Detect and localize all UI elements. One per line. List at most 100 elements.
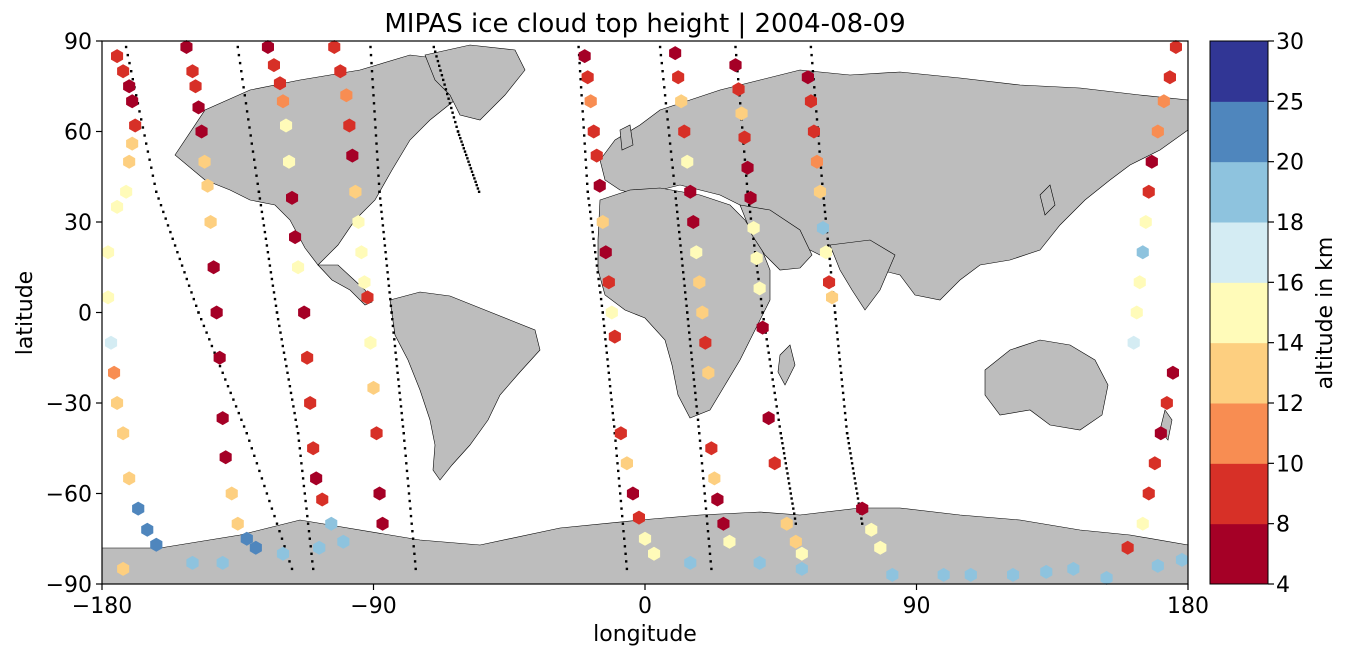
track-dot bbox=[580, 94, 583, 97]
track-dot bbox=[672, 174, 675, 177]
track-dot bbox=[380, 210, 383, 214]
track-dot bbox=[296, 432, 300, 435]
x-tick-label: 180 bbox=[1167, 594, 1209, 619]
track-dot bbox=[793, 512, 796, 515]
track-dot bbox=[842, 398, 845, 401]
track-dot bbox=[792, 507, 795, 510]
track-dot bbox=[281, 344, 284, 348]
scatter-point bbox=[126, 136, 139, 151]
scatter-point bbox=[117, 426, 130, 441]
x-axis-label: longitude bbox=[593, 622, 697, 647]
track-dot bbox=[146, 150, 150, 153]
track-dot bbox=[229, 391, 232, 395]
track-dot bbox=[257, 190, 261, 193]
scatter-point bbox=[117, 561, 130, 576]
colorbar-segment bbox=[1210, 222, 1268, 283]
track-dot bbox=[815, 118, 819, 121]
track-dot bbox=[264, 237, 268, 240]
track-dot bbox=[254, 166, 257, 169]
track-dot bbox=[440, 74, 444, 77]
track-dot bbox=[736, 70, 739, 73]
track-dot bbox=[180, 264, 184, 267]
scatter-point bbox=[289, 230, 302, 245]
track-dot bbox=[755, 264, 758, 267]
track-dot bbox=[410, 522, 413, 525]
track-dot bbox=[618, 484, 621, 488]
track-dot bbox=[399, 405, 403, 408]
track-dot bbox=[381, 217, 384, 220]
track-dot bbox=[472, 173, 475, 177]
track-dot bbox=[705, 514, 708, 518]
track-dot bbox=[790, 497, 793, 500]
track-dot bbox=[583, 134, 586, 137]
track-dot bbox=[686, 311, 689, 314]
colorbar-segment bbox=[1210, 101, 1268, 163]
chart-title: MIPAS ice cloud top height | 2004-08-09 bbox=[384, 9, 905, 39]
track-dot bbox=[461, 143, 464, 147]
scatter-point bbox=[762, 411, 775, 426]
scatter-point bbox=[699, 335, 712, 350]
land-africa bbox=[597, 187, 771, 419]
scatter-point bbox=[684, 555, 697, 570]
track-dot bbox=[444, 88, 448, 91]
track-dot bbox=[846, 437, 850, 440]
track-dot bbox=[131, 78, 134, 81]
scatter-point bbox=[753, 281, 766, 296]
scatter-point bbox=[111, 49, 124, 64]
track-dot bbox=[700, 462, 704, 465]
scatter-point bbox=[367, 380, 380, 395]
track-dot bbox=[849, 452, 852, 455]
track-dot bbox=[607, 371, 610, 374]
track-dot bbox=[741, 126, 744, 129]
track-dot bbox=[412, 545, 415, 548]
track-dot bbox=[259, 204, 263, 207]
track-dot bbox=[692, 378, 696, 381]
scatter-point bbox=[283, 154, 296, 169]
track-dot bbox=[675, 204, 678, 207]
track-dot bbox=[475, 183, 478, 187]
track-dot bbox=[385, 264, 389, 267]
scatter-point bbox=[648, 546, 661, 561]
track-dot bbox=[787, 482, 791, 485]
track-dot bbox=[820, 174, 823, 177]
scatter-point bbox=[108, 365, 121, 380]
track-dot bbox=[706, 530, 710, 533]
scatter-point bbox=[286, 190, 299, 205]
track-dot bbox=[250, 447, 253, 450]
scatter-point bbox=[886, 567, 899, 582]
track-dot bbox=[689, 344, 692, 348]
scatter-point bbox=[795, 561, 808, 576]
track-dot bbox=[604, 344, 608, 348]
track-dot bbox=[409, 514, 413, 518]
scatter-point bbox=[1151, 124, 1164, 139]
scatter-point bbox=[123, 471, 136, 486]
track-dot bbox=[432, 45, 435, 49]
track-dot bbox=[153, 182, 156, 185]
colorbar-tick-label: 10 bbox=[1276, 452, 1304, 477]
track-dot bbox=[679, 244, 682, 247]
track-dot bbox=[739, 102, 742, 105]
track-dot bbox=[164, 217, 167, 220]
land-greenland bbox=[424, 44, 526, 121]
y-tick-label: −90 bbox=[46, 573, 92, 598]
scatter-point bbox=[678, 124, 691, 139]
track-dot bbox=[608, 378, 611, 381]
track-dot bbox=[299, 454, 302, 457]
track-dot bbox=[385, 257, 388, 261]
scatter-point bbox=[1127, 335, 1140, 350]
track-dot bbox=[414, 567, 417, 571]
scatter-point bbox=[225, 486, 238, 501]
track-dot bbox=[704, 507, 708, 510]
scatter-point bbox=[276, 94, 290, 109]
scatter-point bbox=[1151, 558, 1164, 573]
track-dot bbox=[702, 484, 706, 488]
track-dot bbox=[262, 224, 266, 227]
scatter-point bbox=[632, 510, 645, 525]
track-dot bbox=[406, 477, 409, 480]
track-dot bbox=[383, 244, 387, 247]
scatter-point bbox=[1067, 561, 1080, 576]
track-dot bbox=[829, 264, 832, 267]
track-dot bbox=[821, 182, 824, 185]
scatter-point bbox=[937, 567, 950, 582]
scatter-point bbox=[132, 501, 145, 516]
